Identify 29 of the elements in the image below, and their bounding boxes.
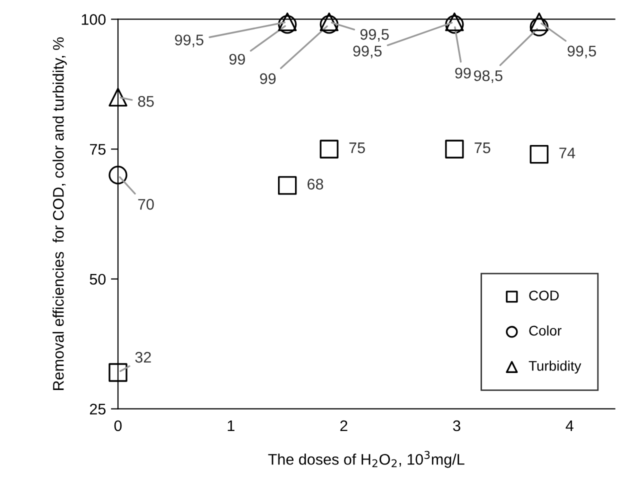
data-label: 99 (260, 73, 276, 84)
legend-label: Turbidity (528, 360, 582, 374)
y-tick-label: 75 (90, 144, 106, 155)
data-label: 32 (135, 352, 151, 363)
x-tick-label: 2 (340, 420, 348, 432)
data-label: 99,5 (353, 46, 382, 58)
data-label: 85 (138, 96, 154, 107)
y-tick-label: 100 (82, 14, 106, 25)
data-label: 99,5 (360, 29, 389, 42)
x-tick-label: 0 (114, 420, 122, 432)
x-tick-label: 4 (566, 420, 574, 432)
data-label: 99,5 (568, 46, 596, 58)
x-axis-title: The doses of H$_{2}$O$_{2}$, 10$^{3}$mg/L (268, 450, 464, 468)
data-label: 75 (474, 142, 490, 154)
legend-label: Color (529, 325, 562, 336)
x-tick-label: 1 (228, 420, 234, 432)
data-label: 75 (349, 142, 365, 154)
x-tick-label: 3 (453, 420, 460, 432)
y-tick-label: 50 (90, 274, 106, 285)
y-axis-title: Removal efficiencies for COD, color and turbidity, % (52, 37, 67, 390)
data-label: 74 (559, 148, 576, 158)
data-label: 68 (308, 178, 324, 190)
y-tick-label: 25 (90, 404, 106, 415)
data-label: 99 (455, 68, 471, 79)
data-label: 99 (229, 54, 245, 65)
data-label: 98,5 (474, 70, 502, 83)
data-label: 70 (138, 198, 154, 210)
legend-label: COD (529, 290, 559, 300)
data-label: 99,5 (175, 34, 204, 48)
